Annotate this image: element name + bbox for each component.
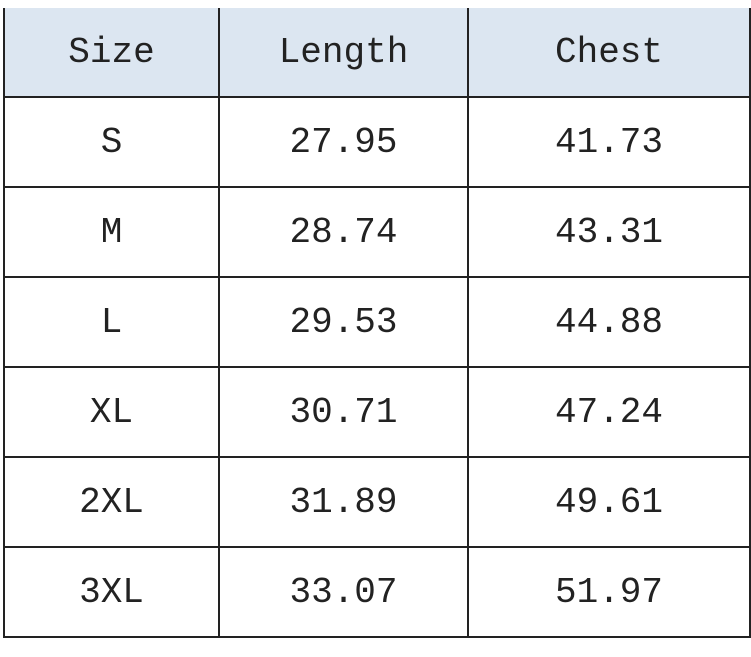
length-cell: 28.74 bbox=[218, 186, 469, 278]
size-cell: 3XL bbox=[3, 546, 220, 638]
length-cell: 29.53 bbox=[218, 276, 469, 368]
header-length: Length bbox=[218, 8, 469, 98]
chest-cell: 51.97 bbox=[467, 546, 751, 638]
header-chest: Chest bbox=[467, 8, 751, 98]
length-cell: 30.71 bbox=[218, 366, 469, 458]
chest-cell: 49.61 bbox=[467, 456, 751, 548]
table-row: 3XL 33.07 51.97 bbox=[3, 546, 751, 638]
chest-cell: 47.24 bbox=[467, 366, 751, 458]
length-cell: 31.89 bbox=[218, 456, 469, 548]
length-cell: 27.95 bbox=[218, 96, 469, 188]
header-row: Size Length Chest bbox=[3, 8, 751, 98]
size-cell: S bbox=[3, 96, 220, 188]
size-cell: M bbox=[3, 186, 220, 278]
table-row: M 28.74 43.31 bbox=[3, 186, 751, 278]
size-cell: XL bbox=[3, 366, 220, 458]
size-chart-table: Size Length Chest S 27.95 41.73 M 28.74 43.31… bbox=[3, 8, 751, 638]
table-row: S 27.95 41.73 bbox=[3, 96, 751, 188]
chest-cell: 41.73 bbox=[467, 96, 751, 188]
size-cell: L bbox=[3, 276, 220, 368]
table-row: L 29.53 44.88 bbox=[3, 276, 751, 368]
length-cell: 33.07 bbox=[218, 546, 469, 638]
chest-cell: 44.88 bbox=[467, 276, 751, 368]
table-row: XL 30.71 47.24 bbox=[3, 366, 751, 458]
size-cell: 2XL bbox=[3, 456, 220, 548]
table-row: 2XL 31.89 49.61 bbox=[3, 456, 751, 548]
chest-cell: 43.31 bbox=[467, 186, 751, 278]
header-size: Size bbox=[3, 8, 220, 98]
